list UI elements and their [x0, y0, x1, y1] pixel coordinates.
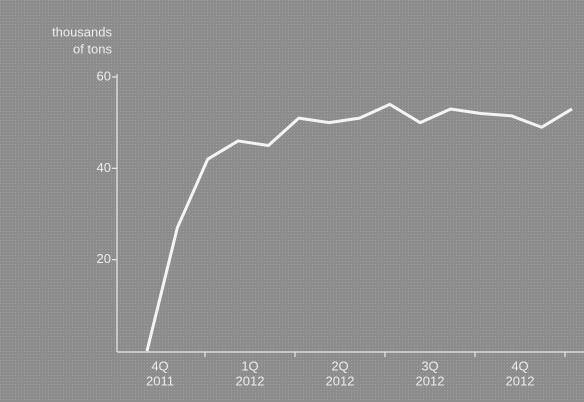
x-tick-label: 2012 — [236, 373, 265, 388]
y-tick-label: 60 — [97, 68, 111, 83]
x-tick-label: 2012 — [416, 373, 445, 388]
x-tick-label: 2Q — [331, 358, 348, 373]
x-tick-label: 1Q — [241, 358, 258, 373]
data-line — [145, 102, 573, 352]
x-tick-label: 3Q — [421, 358, 438, 373]
x-tick-label: 2012 — [326, 373, 355, 388]
y-tick-label: 20 — [97, 251, 111, 266]
x-tick-label: 2011 — [146, 373, 174, 388]
x-tick-label: 4Q — [151, 358, 168, 373]
x-tick-label: 2012 — [506, 373, 535, 388]
y-tick-label: 40 — [97, 160, 111, 175]
y-axis-label: thousands — [52, 24, 112, 39]
y-axis-label: of tons — [73, 41, 113, 56]
x-tick-label: 4Q — [511, 358, 528, 373]
